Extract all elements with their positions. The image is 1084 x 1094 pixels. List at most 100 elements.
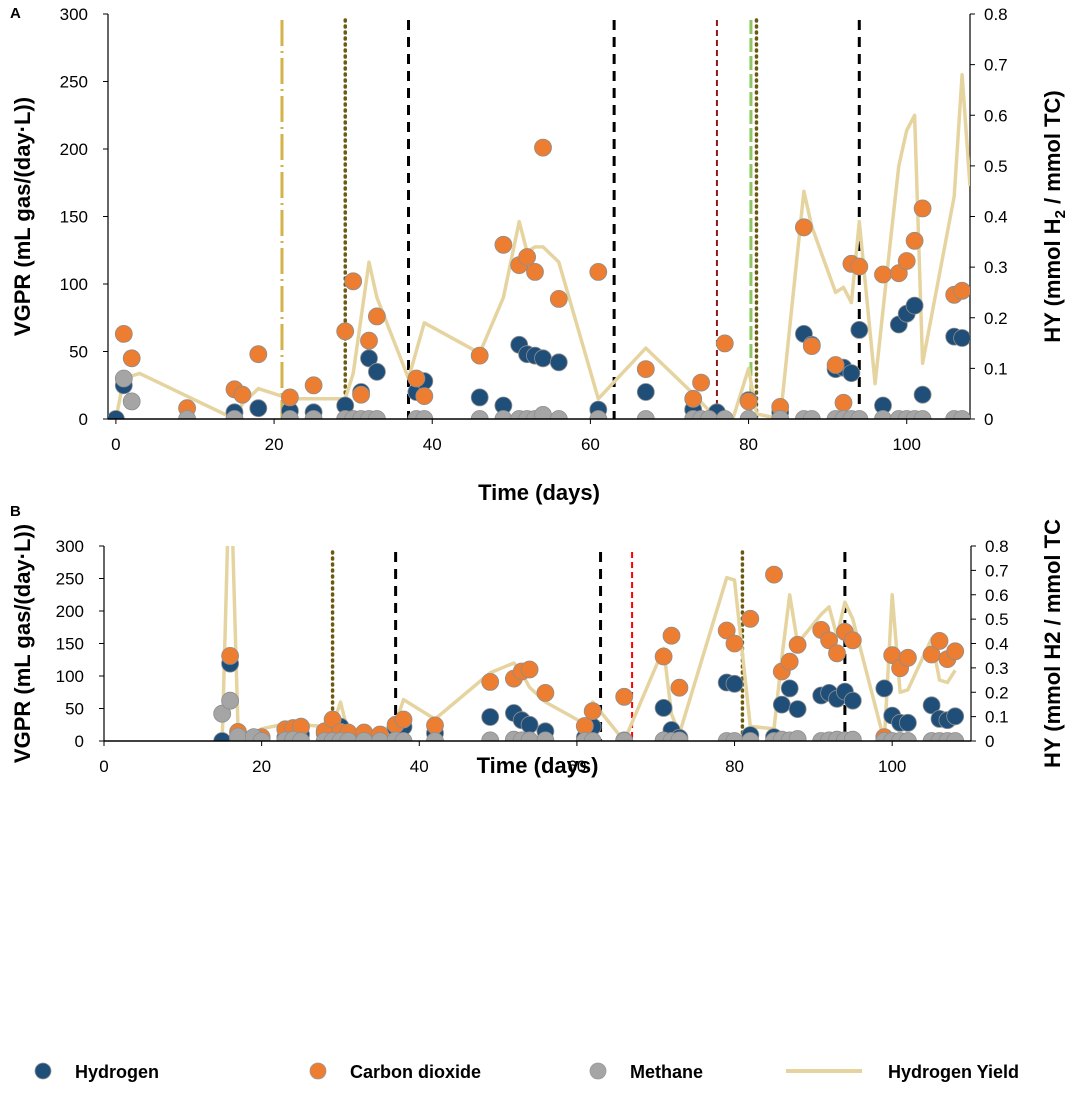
x-axis-title: Time (days) xyxy=(477,753,599,778)
point-methane xyxy=(221,691,240,710)
point-hydrogen xyxy=(788,700,807,718)
panel-letter: A xyxy=(10,5,21,22)
point-carbon-dioxide xyxy=(481,673,500,691)
point-methane xyxy=(913,410,932,419)
point-carbon-dioxide xyxy=(415,387,434,406)
point-carbon-dioxide xyxy=(834,393,853,412)
point-carbon-dioxide xyxy=(670,678,689,697)
point-hydrogen xyxy=(780,679,799,698)
legend-marker-carbon-dioxide xyxy=(309,1062,327,1080)
point-carbon-dioxide xyxy=(221,647,240,665)
y2-tick-label: 0.4 xyxy=(985,635,1009,654)
point-hydrogen xyxy=(636,383,655,401)
point-methane xyxy=(741,732,760,741)
point-carbon-dioxide xyxy=(114,324,133,343)
point-methane xyxy=(229,727,247,741)
point-carbon-dioxide xyxy=(122,349,141,368)
x-tick-label: 80 xyxy=(725,757,744,776)
y2-title-part: HY (mmol H2 / mmol TC xyxy=(1040,519,1065,768)
y-tick-label: 50 xyxy=(69,343,88,362)
plot-area xyxy=(108,73,970,419)
y-tick-label: 250 xyxy=(56,570,84,589)
y-tick-label: 0 xyxy=(75,732,84,751)
point-methane xyxy=(843,730,862,741)
point-carbon-dioxide xyxy=(788,635,807,654)
point-methane xyxy=(615,732,634,741)
point-methane xyxy=(583,732,602,741)
legend-label-carbon-dioxide: Carbon dioxide xyxy=(350,1062,481,1082)
x-tick-label: 40 xyxy=(423,435,442,454)
point-carbon-dioxide xyxy=(662,626,681,645)
point-methane xyxy=(339,732,358,741)
point-hydrogen xyxy=(725,674,744,693)
y2-tick-label: 0.1 xyxy=(984,359,1008,378)
point-methane xyxy=(534,406,552,419)
legend-label-hydrogen-yield: Hydrogen Yield xyxy=(888,1062,1019,1082)
y-tick-label: 150 xyxy=(60,208,88,227)
point-carbon-dioxide xyxy=(360,331,378,350)
point-carbon-dioxide xyxy=(304,376,323,395)
y2-tick-label: 0.7 xyxy=(985,561,1009,580)
point-hydrogen xyxy=(875,679,894,698)
point-carbon-dioxide xyxy=(344,272,363,291)
y2-tick-label: 0.8 xyxy=(985,537,1009,556)
y2-tick-label: 0 xyxy=(985,732,994,751)
y2-tick-label: 0.6 xyxy=(985,586,1009,605)
panel-a: A05010015020025030000.10.20.30.40.50.60.… xyxy=(10,5,1069,505)
point-methane xyxy=(415,410,434,419)
point-methane xyxy=(178,410,196,419)
point-hydrogen xyxy=(953,329,970,347)
point-hydrogen xyxy=(654,699,673,717)
x-tick-label: 80 xyxy=(739,435,758,454)
point-methane xyxy=(850,410,869,419)
y2-tick-label: 0.5 xyxy=(985,610,1009,629)
point-carbon-dioxide xyxy=(520,660,539,679)
point-methane xyxy=(549,410,568,419)
y2-tick-label: 0.3 xyxy=(985,659,1009,678)
x-tick-label: 0 xyxy=(111,435,120,454)
point-methane xyxy=(953,410,970,419)
y2-tick-label: 0.4 xyxy=(984,208,1008,227)
x-tick-label: 60 xyxy=(567,757,586,776)
point-hydrogen xyxy=(946,707,965,726)
point-methane xyxy=(874,410,892,419)
legend: Hydrogen Carbon dioxide Methane Hydrogen… xyxy=(34,1062,1019,1082)
y-tick-label: 0 xyxy=(79,410,88,429)
point-methane xyxy=(899,732,917,741)
point-methane xyxy=(788,730,807,741)
point-hydrogen xyxy=(922,696,941,715)
point-carbon-dioxide xyxy=(407,369,426,388)
point-hydrogen xyxy=(899,713,917,732)
point-hydrogen xyxy=(470,388,489,407)
y2-tick-label: 0.7 xyxy=(984,56,1008,75)
point-carbon-dioxide xyxy=(589,262,608,281)
y2-tick-label: 0.3 xyxy=(984,258,1008,277)
point-carbon-dioxide xyxy=(802,337,821,356)
x-axis-title: Time (days) xyxy=(478,480,600,505)
point-methane xyxy=(281,410,299,419)
point-methane xyxy=(122,392,141,411)
point-carbon-dioxide xyxy=(717,621,736,640)
legend-label-methane: Methane xyxy=(630,1062,703,1082)
point-methane xyxy=(394,732,413,741)
point-carbon-dioxide xyxy=(715,334,734,353)
y-tick-label: 100 xyxy=(60,275,88,294)
point-carbon-dioxide xyxy=(615,687,634,706)
point-carbon-dioxide xyxy=(795,218,813,237)
point-carbon-dioxide xyxy=(905,231,924,250)
point-carbon-dioxide xyxy=(583,702,602,720)
y2-title-part: / mmol TC) xyxy=(1040,90,1065,210)
y-tick-label: 200 xyxy=(56,602,84,621)
y2-tick-label: 0.8 xyxy=(984,5,1008,24)
point-methane xyxy=(368,410,386,419)
point-carbon-dioxide xyxy=(913,199,932,218)
point-methane xyxy=(355,732,373,741)
y2-tick-label: 0.2 xyxy=(985,683,1009,702)
point-carbon-dioxide xyxy=(470,346,489,365)
point-methane xyxy=(946,732,965,741)
y-tick-label: 300 xyxy=(56,537,84,556)
point-hydrogen xyxy=(520,715,539,734)
x-tick-label: 100 xyxy=(878,757,906,776)
